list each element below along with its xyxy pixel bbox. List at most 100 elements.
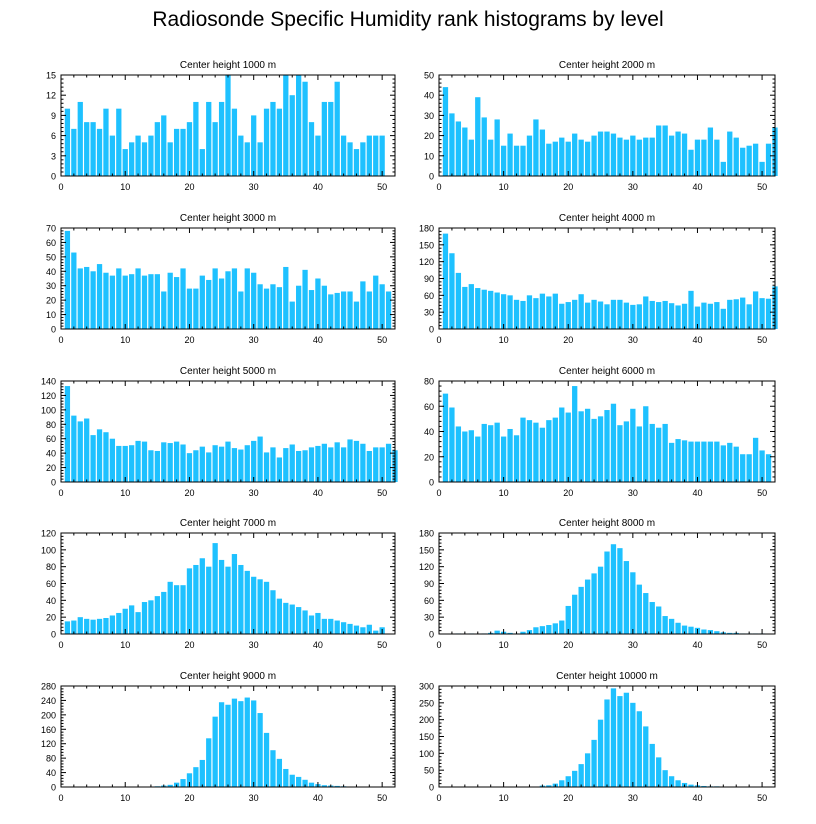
- bar: [373, 630, 379, 634]
- bar: [173, 128, 180, 176]
- bar: [334, 785, 340, 787]
- panel-9: Center height 9000 m04080120160200240280…: [41, 671, 396, 803]
- bar: [263, 732, 270, 787]
- bar: [238, 449, 244, 482]
- bar: [649, 602, 655, 634]
- bar: [167, 784, 173, 787]
- bar: [360, 281, 366, 329]
- bar: [636, 584, 642, 634]
- bar: [455, 426, 462, 482]
- y-tick-label: 140: [41, 377, 56, 387]
- bar: [552, 141, 558, 176]
- bar: [366, 291, 372, 329]
- y-tick-label: 90: [424, 579, 434, 589]
- panel-title: Center height 4000 m: [559, 213, 655, 224]
- x-tick-label: 40: [692, 488, 702, 498]
- bar: [662, 300, 668, 329]
- bar: [270, 750, 276, 787]
- bar: [604, 699, 610, 787]
- bar: [500, 145, 507, 176]
- bar: [546, 143, 552, 176]
- x-tick-label: 30: [628, 335, 638, 345]
- bar: [129, 605, 135, 634]
- bar: [340, 291, 347, 329]
- y-tick-label: 60: [424, 596, 434, 606]
- bar: [263, 452, 270, 482]
- bar: [129, 142, 135, 176]
- bar: [276, 758, 283, 787]
- bar: [334, 442, 340, 482]
- bar: [206, 738, 212, 787]
- bar: [720, 161, 726, 176]
- bar: [122, 149, 128, 176]
- bar: [251, 700, 257, 787]
- bar: [77, 617, 83, 634]
- bar: [636, 711, 642, 787]
- bar: [481, 289, 487, 329]
- y-tick-label: 40: [46, 449, 56, 459]
- x-tick-label: 20: [563, 182, 573, 192]
- x-tick-label: 20: [184, 488, 194, 498]
- bar: [649, 743, 655, 787]
- y-tick-label: 160: [41, 725, 56, 735]
- bar: [154, 122, 160, 176]
- y-tick-label: 150: [419, 545, 434, 555]
- y-tick-label: 0: [429, 325, 434, 335]
- bar: [572, 770, 578, 787]
- bar: [90, 271, 96, 329]
- x-tick-label: 0: [436, 640, 441, 650]
- bar: [334, 620, 340, 634]
- bar: [270, 284, 276, 329]
- bar: [251, 115, 257, 176]
- x-tick-label: 10: [120, 640, 130, 650]
- bar: [308, 447, 315, 482]
- bar: [688, 441, 694, 482]
- y-tick-label: 40: [46, 596, 56, 606]
- x-tick-label: 30: [249, 335, 259, 345]
- x-tick-label: 40: [692, 182, 702, 192]
- y-tick-label: 120: [41, 739, 56, 749]
- bar: [206, 452, 212, 482]
- bar: [539, 427, 546, 482]
- bar: [662, 616, 668, 634]
- y-tick-label: 30: [424, 613, 434, 623]
- bar: [302, 269, 308, 329]
- bar: [513, 435, 520, 482]
- bar: [321, 443, 327, 482]
- bar: [630, 135, 636, 176]
- bar: [90, 122, 96, 176]
- bar: [584, 408, 591, 482]
- x-tick-label: 40: [313, 182, 323, 192]
- panel-6: Center height 6000 m 0 20 40 60 80 0 10 20 30 40 50: [424, 366, 776, 498]
- bar: [148, 600, 154, 634]
- panel-title: Center height 5000 m: [180, 366, 276, 377]
- y-tick-label: 180: [419, 224, 434, 234]
- bar: [366, 450, 372, 482]
- bar: [765, 298, 772, 329]
- x-tick-label: 10: [499, 793, 509, 803]
- bar: [552, 293, 558, 329]
- bar: [212, 543, 218, 634]
- bar: [199, 149, 205, 176]
- bar: [385, 443, 392, 482]
- bar: [597, 301, 604, 329]
- bar: [442, 393, 449, 482]
- bar: [488, 425, 494, 482]
- bar: [643, 137, 649, 176]
- bar: [475, 288, 481, 329]
- bar: [90, 435, 96, 482]
- bar: [212, 268, 218, 329]
- y-tick-label: 0: [429, 172, 434, 182]
- bar: [231, 554, 238, 634]
- y-tick-label: 150: [419, 240, 434, 250]
- bar: [96, 264, 103, 329]
- bar: [559, 780, 565, 787]
- bar: [488, 290, 494, 329]
- bar: [257, 713, 263, 787]
- bar: [694, 441, 701, 482]
- x-tick-label: 0: [58, 335, 63, 345]
- bar: [559, 303, 565, 329]
- bar: [675, 622, 681, 634]
- y-tick-label: 12: [46, 91, 56, 101]
- bar: [623, 302, 630, 329]
